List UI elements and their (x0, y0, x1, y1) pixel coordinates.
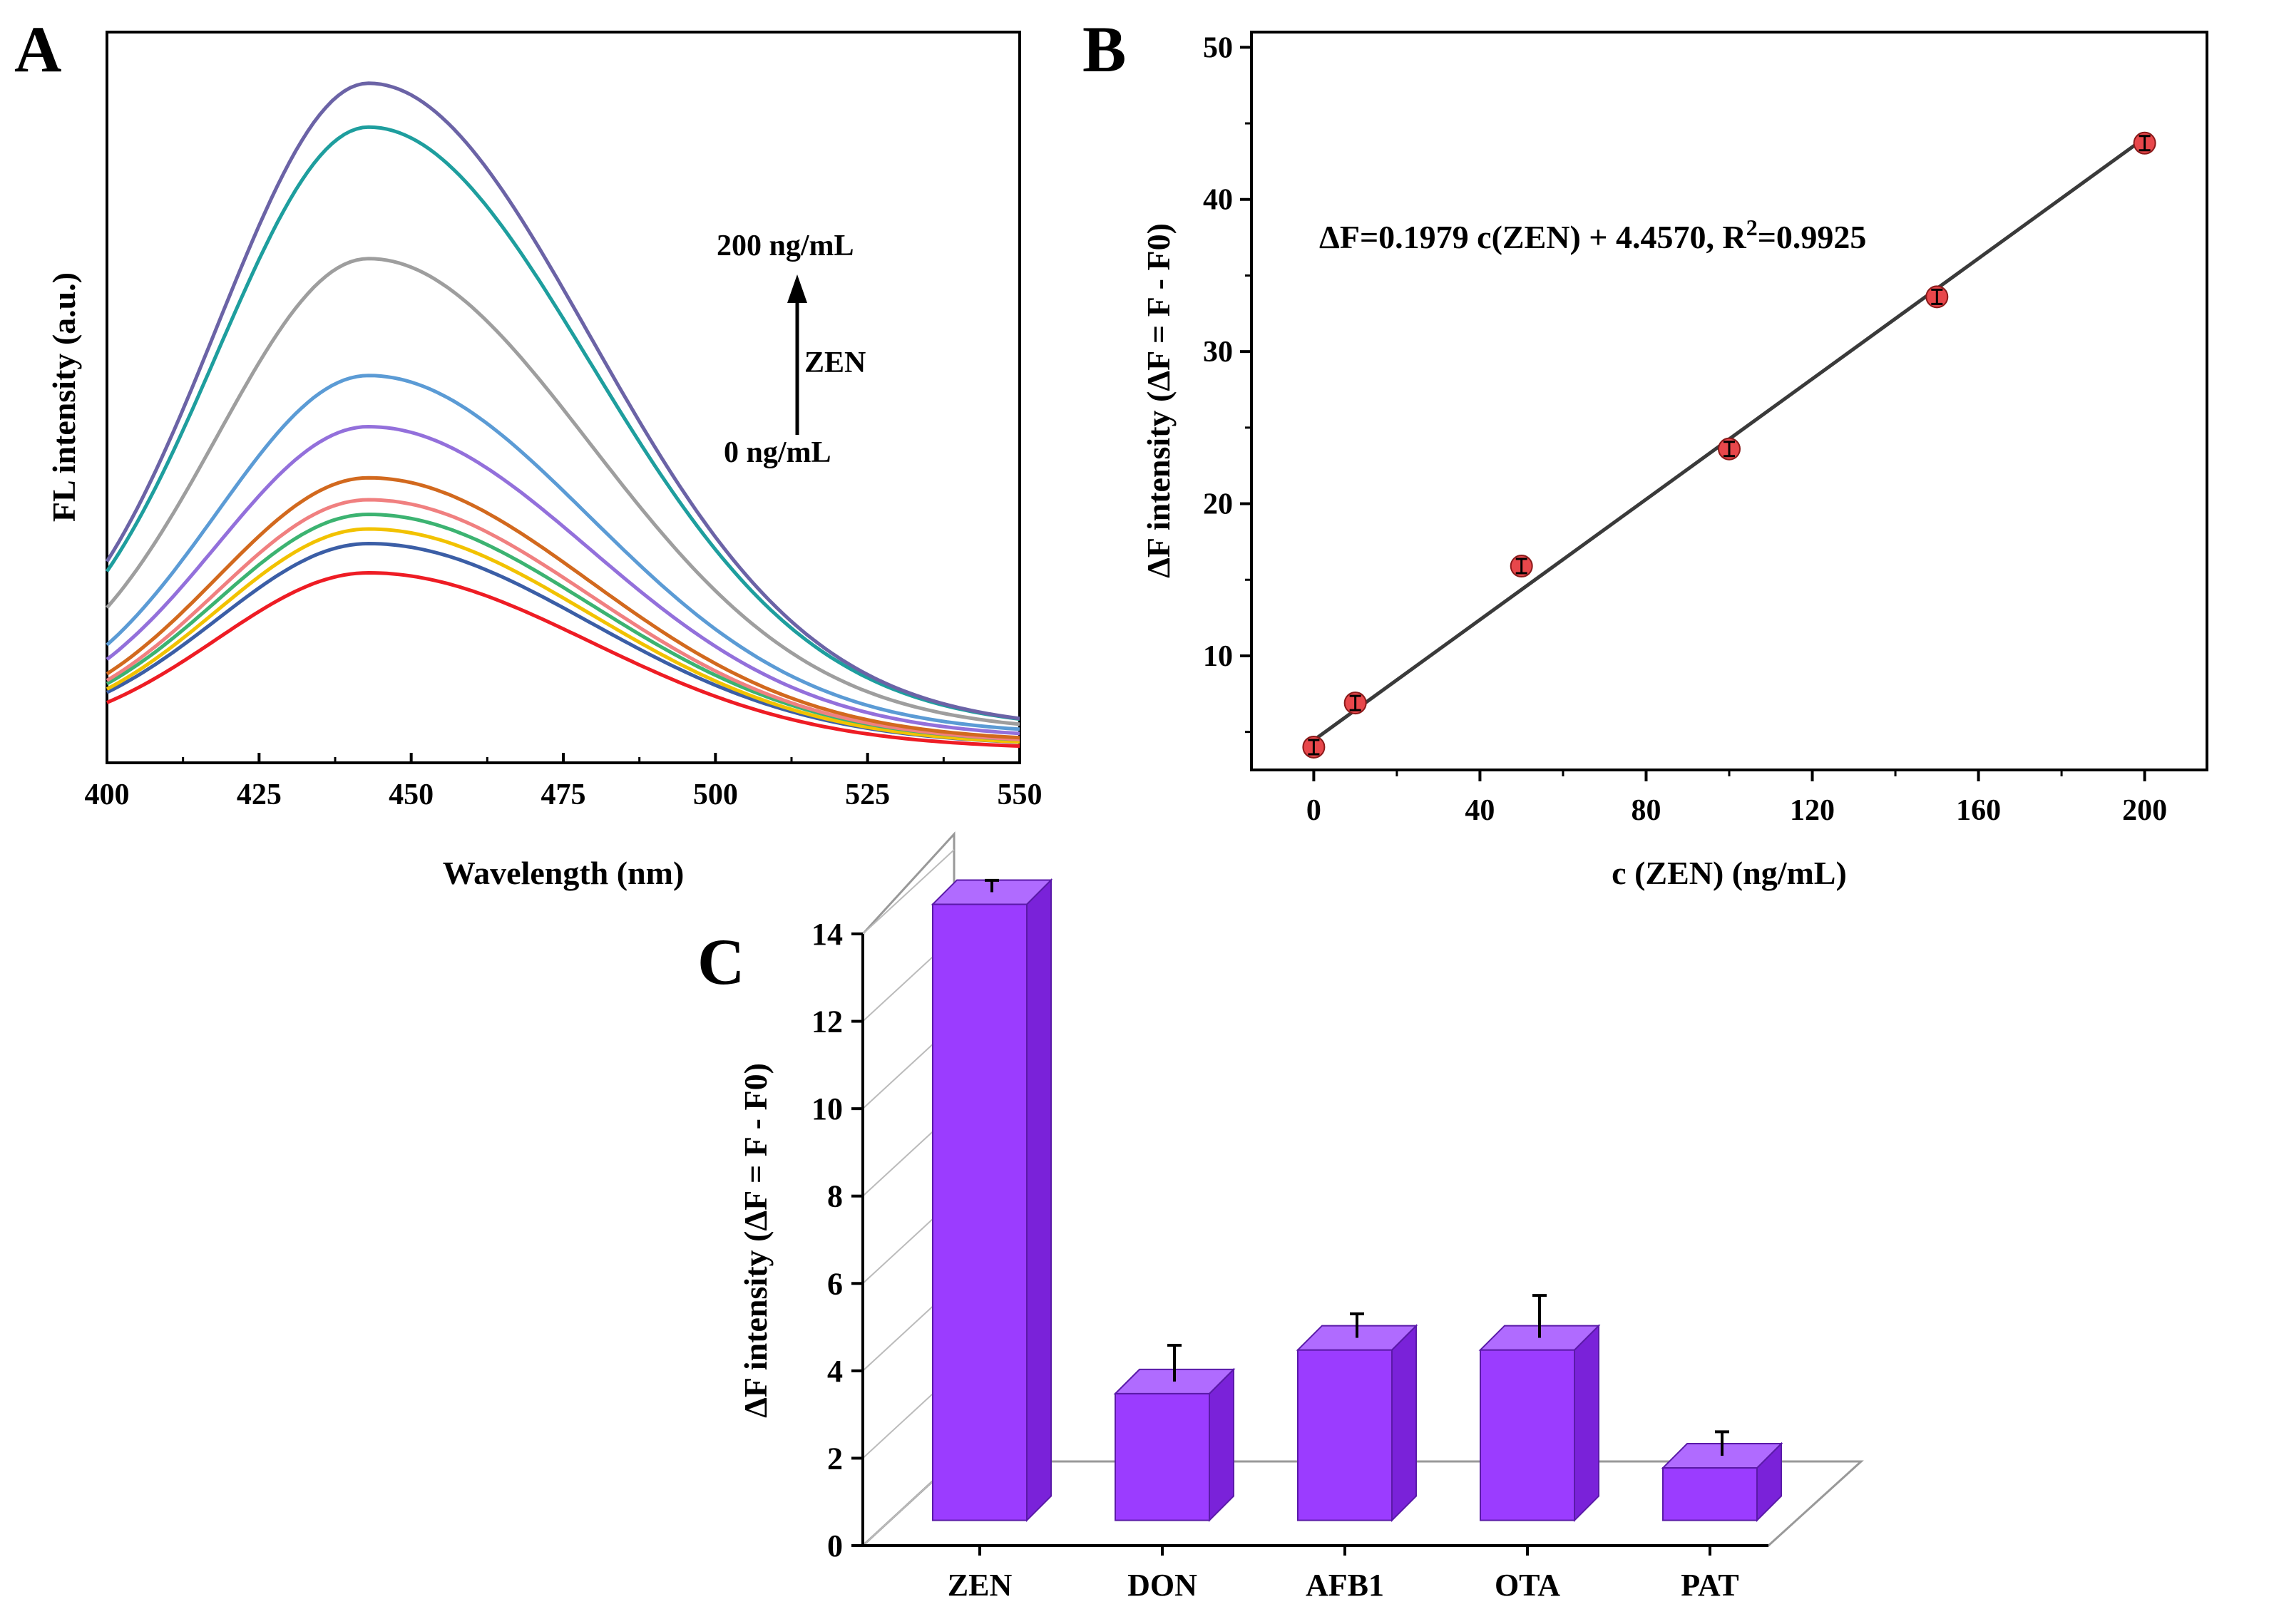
panel-a-annotation-middle: ZEN (804, 346, 866, 379)
equation-main: ΔF=0.1979 c(ZEN) + 4.4570, R (1319, 219, 1746, 255)
panel-c-bar-front (1480, 1349, 1575, 1521)
panel-c-bar-front (1662, 1467, 1758, 1521)
equation-tail: =0.9925 (1758, 219, 1867, 255)
panel-b-ytick-label: 20 (1203, 488, 1233, 521)
panel-a-xtick-label: 500 (693, 778, 738, 811)
panel-b-xtick-label: 40 (1465, 794, 1495, 827)
panel-b-equation: ΔF=0.1979 c(ZEN) + 4.4570, R2=0.9925 (1319, 215, 1866, 255)
panel-c-bars (931, 878, 1783, 1523)
panel-a-frame (106, 31, 1021, 764)
panel-label-a: A (14, 13, 61, 86)
panel-c-category-label: ZEN (948, 1568, 1013, 1603)
spectrum-line-5 (106, 498, 1020, 741)
spectrum-line-7 (106, 424, 1020, 736)
panel-c-depth-gridline (862, 849, 955, 935)
panel-b-ytick-label: 30 (1203, 336, 1233, 369)
spectrum-line-9 (106, 257, 1020, 726)
panel-a-xticks: 400 425 450 475 500 525 550 (85, 753, 1043, 811)
panel-b-calibration-chart: 0 40 80 120 160 200 10 20 30 40 50 ΔF=0.1979 c(ZEN… (1140, 31, 2208, 891)
panel-c-ytick-label: 8 (827, 1179, 843, 1214)
panel-c-ticks: 0 2 4 6 8 10 12 14 ZEN DON AFB1 OTA PAT (811, 917, 1768, 1603)
panel-c-ytick-label: 12 (811, 1004, 843, 1039)
panel-c-ylabel: ΔF intensity (ΔF = F - F0) (737, 1063, 774, 1418)
panel-c-bar-side (1574, 1324, 1599, 1523)
panel-b-ytick-label: 50 (1203, 31, 1233, 64)
panel-b-xtick-label: 0 (1306, 794, 1321, 827)
panel-c-ytick-label: 2 (827, 1441, 843, 1476)
spectrum-line-2 (106, 541, 1020, 744)
panel-b-ytick-label: 40 (1203, 184, 1233, 217)
panel-a-annotation-bottom: 0 ng/mL (724, 436, 831, 469)
panel-c-ytick-label: 4 (827, 1354, 843, 1389)
panel-c-bar-side (1026, 878, 1052, 1523)
equation-superscript: 2 (1746, 215, 1758, 240)
panel-a-arrow-head (787, 274, 807, 303)
panel-a-xtick-label: 450 (389, 778, 434, 811)
panel-a-xtick-label: 525 (845, 778, 890, 811)
panel-b-frame (1250, 31, 2208, 771)
panel-a-xtick-label: 550 (998, 778, 1043, 811)
panel-c-bar-side (1391, 1324, 1417, 1523)
panel-a-xtick-label: 475 (541, 778, 586, 811)
panel-c-bar-front (932, 903, 1028, 1521)
panel-c-ytick-label: 0 (827, 1528, 843, 1563)
panel-b-xtick-label: 120 (1790, 794, 1835, 827)
spectrum-line-11 (105, 81, 1020, 721)
spectrum-line-3 (106, 527, 1020, 744)
panel-b-ylabel: ΔF intensity (ΔF = F - F0) (1140, 223, 1177, 578)
spectrum-line-8 (106, 374, 1020, 731)
panel-c-ytick-label: 14 (811, 917, 843, 952)
panel-c-category-label: PAT (1681, 1568, 1738, 1603)
panel-a-curves (105, 81, 1020, 748)
panel-b-xtick-label: 80 (1631, 794, 1661, 827)
panel-a-xtick-label: 425 (237, 778, 282, 811)
panel-c-category-label: AFB1 (1306, 1568, 1384, 1603)
spectrum-line-6 (106, 476, 1020, 740)
panel-b-ticks: 0 40 80 120 160 200 10 20 30 40 50 (1203, 31, 2167, 827)
panel-c-bar-side (1209, 1367, 1234, 1523)
panel-a-annotation-top: 200 ng/mL (717, 230, 854, 262)
panel-c-ytick-label: 10 (811, 1091, 843, 1126)
panel-label-b: B (1082, 13, 1126, 86)
panel-c-selectivity-chart: 0 2 4 6 8 10 12 14 ZEN DON AFB1 OTA PAT ΔF intensity… (737, 831, 1864, 1603)
panel-a-spectra-chart: 400 425 450 475 500 525 550 Wavelength (nm) FL… (46, 31, 1043, 891)
panel-b-ytick-label: 10 (1203, 640, 1233, 673)
panel-b-xtick-label: 160 (1956, 794, 2001, 827)
panel-c-category-label: OTA (1495, 1568, 1560, 1603)
panel-a-xtick-label: 400 (85, 778, 130, 811)
panel-c-bar-front (1297, 1349, 1393, 1521)
panel-c-category-label: DON (1127, 1568, 1197, 1603)
panel-label-c: C (697, 925, 744, 998)
spectrum-line-1 (106, 570, 1020, 748)
panel-c-ytick-label: 6 (827, 1266, 843, 1301)
panel-b-points (1302, 131, 2156, 759)
panel-a-xlabel: Wavelength (nm) (443, 855, 685, 891)
panel-a-ylabel: FL intensity (a.u.) (46, 272, 82, 522)
panel-b-xlabel: c (ZEN) (ng/mL) (1612, 855, 1847, 891)
panel-b-xtick-label: 200 (2122, 794, 2167, 827)
panel-c-bar-front (1115, 1392, 1210, 1521)
spectrum-line-10 (105, 125, 1020, 721)
